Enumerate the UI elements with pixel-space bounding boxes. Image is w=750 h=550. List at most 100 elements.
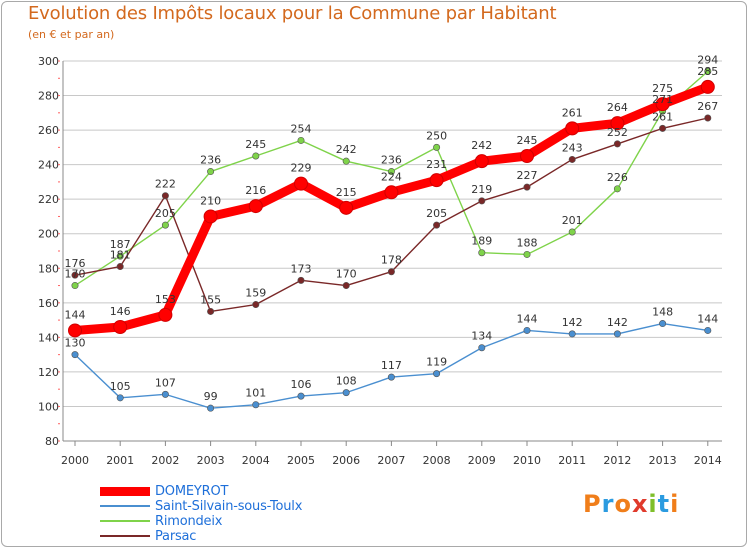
data-label-parsac: 252: [607, 126, 628, 139]
data-point-saint-silvain: [116, 394, 124, 402]
data-label-saint-silvain: 144: [517, 312, 538, 325]
logo-letter: o: [614, 490, 632, 518]
logo-letter: x: [631, 490, 649, 518]
data-point-rimondeix: [342, 157, 350, 165]
y-tick-label: 140: [38, 331, 59, 344]
data-point-saint-silvain: [297, 392, 305, 400]
data-label-saint-silvain: 130: [65, 337, 86, 350]
data-point-rimondeix: [568, 228, 576, 236]
data-point-rimondeix: [433, 143, 441, 151]
proxiti-logo: Proxiti: [583, 490, 679, 518]
data-label-parsac: 178: [381, 254, 402, 267]
data-label-domeyrot: 261: [562, 106, 583, 119]
x-tick-label: 2008: [423, 454, 451, 467]
data-point-rimondeix: [387, 168, 395, 176]
data-label-saint-silvain: 108: [336, 375, 357, 388]
data-label-rimondeix: 250: [426, 129, 447, 142]
data-point-saint-silvain: [568, 330, 576, 338]
data-point-domeyrot: [68, 323, 82, 338]
data-label-domeyrot: 144: [65, 308, 86, 321]
data-label-saint-silvain: 142: [562, 316, 583, 329]
logo-letter: P: [583, 490, 602, 518]
logo-letter: t: [657, 490, 671, 518]
data-label-rimondeix: 188: [517, 236, 538, 249]
data-point-saint-silvain: [613, 330, 621, 338]
data-point-parsac: [161, 192, 169, 200]
data-label-saint-silvain: 101: [245, 387, 266, 400]
data-point-domeyrot: [429, 173, 444, 188]
x-tick-label: 2003: [197, 454, 225, 467]
x-tick-label: 2007: [377, 454, 405, 467]
y-tick-label: 300: [38, 55, 59, 68]
data-label-saint-silvain: 107: [155, 376, 176, 389]
data-point-domeyrot: [294, 176, 308, 191]
legend-swatch-rimondeix: [100, 520, 150, 522]
y-tick-label: 120: [38, 366, 59, 379]
data-label-rimondeix: 189: [471, 235, 492, 248]
data-label-parsac: 155: [200, 293, 221, 306]
data-point-parsac: [478, 197, 486, 205]
data-label-rimondeix: 187: [110, 238, 131, 251]
data-label-domeyrot: 229: [291, 162, 312, 175]
data-point-saint-silvain: [659, 320, 667, 328]
data-point-saint-silvain: [207, 404, 215, 412]
data-label-rimondeix: 271: [652, 93, 673, 106]
data-label-rimondeix: 201: [562, 214, 583, 227]
data-point-saint-silvain: [387, 373, 395, 381]
y-tick-label: 260: [38, 124, 59, 137]
data-point-rimondeix: [613, 185, 621, 193]
data-label-rimondeix: 236: [381, 154, 402, 167]
data-point-domeyrot: [700, 79, 715, 94]
data-point-parsac: [568, 155, 576, 163]
x-tick-label: 2011: [558, 454, 586, 467]
data-label-saint-silvain: 144: [697, 312, 718, 325]
data-label-parsac: 205: [426, 207, 447, 220]
data-label-rimondeix: 236: [200, 154, 221, 167]
y-tick-label: 200: [38, 228, 59, 241]
data-label-rimondeix: 170: [65, 268, 86, 281]
data-point-domeyrot: [610, 116, 625, 131]
data-point-domeyrot: [113, 320, 128, 334]
logo-letter: r: [601, 490, 615, 518]
data-label-domeyrot: 242: [471, 139, 492, 152]
x-tick-label: 2004: [242, 454, 270, 467]
data-point-domeyrot: [384, 185, 399, 200]
x-tick-label: 2009: [468, 454, 496, 467]
x-tick-label: 2014: [694, 454, 722, 467]
data-label-parsac: 219: [471, 183, 492, 196]
x-tick-label: 2013: [649, 454, 677, 467]
data-point-parsac: [704, 114, 712, 122]
data-label-parsac: 267: [697, 100, 718, 113]
x-tick-label: 2001: [106, 454, 134, 467]
data-label-domeyrot: 210: [200, 194, 221, 207]
data-point-saint-silvain: [704, 326, 712, 334]
x-tick-label: 2012: [603, 454, 631, 467]
data-point-parsac: [252, 301, 260, 309]
data-label-parsac: 170: [336, 268, 357, 281]
data-point-saint-silvain: [161, 390, 169, 398]
x-tick-label: 2000: [61, 454, 89, 467]
data-label-rimondeix: 245: [245, 138, 266, 151]
data-point-saint-silvain: [71, 351, 79, 359]
data-point-rimondeix: [207, 168, 215, 176]
data-point-saint-silvain: [252, 401, 260, 409]
data-point-saint-silvain: [478, 344, 486, 352]
x-tick-label: 2010: [513, 454, 541, 467]
data-label-domeyrot: 215: [336, 186, 357, 199]
data-label-saint-silvain: 134: [471, 330, 492, 343]
data-label-rimondeix: 254: [291, 122, 312, 135]
data-label-rimondeix: 226: [607, 171, 628, 184]
data-label-rimondeix: 242: [336, 143, 357, 156]
data-point-parsac: [297, 276, 305, 284]
data-point-parsac: [613, 140, 621, 148]
data-point-rimondeix: [297, 136, 305, 144]
data-label-parsac: 222: [155, 178, 176, 191]
data-point-parsac: [116, 263, 124, 271]
data-point-parsac: [207, 307, 215, 315]
data-point-rimondeix: [116, 252, 124, 260]
data-point-parsac: [659, 124, 667, 132]
data-point-rimondeix: [523, 250, 531, 258]
data-point-domeyrot: [474, 154, 489, 169]
data-label-domeyrot: 146: [110, 305, 131, 318]
